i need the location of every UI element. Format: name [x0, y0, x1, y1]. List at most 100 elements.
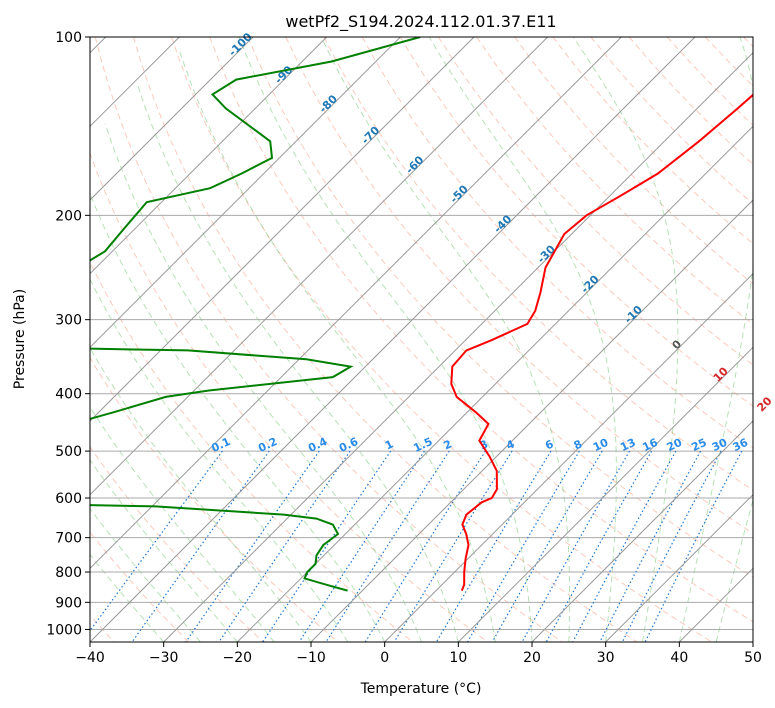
dry-adiabat-line	[590, 37, 753, 205]
y-tick-label: 400	[55, 387, 82, 403]
mixing-ratio-line	[621, 450, 722, 642]
mixing-ratio-label: 0.1	[209, 435, 232, 455]
moist-adiabat-line	[90, 459, 238, 642]
mixing-ratio-line	[599, 450, 702, 642]
isotherm-label: -70	[359, 124, 382, 147]
isotherm-line	[457, 346, 753, 642]
isotherm-line	[90, 37, 254, 201]
y-tick-label: 600	[55, 491, 82, 507]
x-tick-label: 20	[523, 650, 541, 666]
dry-adiabat-line	[90, 356, 339, 642]
isotherm-label: -60	[403, 153, 426, 176]
x-axis-label: Temperature (°C)	[360, 681, 482, 697]
dry-adiabat-line	[90, 531, 190, 642]
x-tick-label: −10	[296, 650, 326, 666]
skewed-isotherms	[90, 37, 753, 642]
isotherm-line	[310, 199, 753, 642]
isotherm-label: 10	[711, 364, 731, 384]
dry-adiabat-line	[323, 37, 753, 491]
isotherm-line	[90, 37, 549, 496]
isotherm-line	[605, 493, 753, 642]
isotherm-line	[384, 272, 753, 642]
moist-adiabat-line	[90, 347, 312, 642]
isotherm-line	[531, 420, 753, 642]
y-tick-label: 900	[55, 595, 82, 611]
profile-series	[90, 37, 753, 592]
dry-adiabat-line	[90, 152, 488, 642]
isotherm-line	[90, 37, 475, 422]
isotherm-line	[163, 51, 753, 642]
moist-adiabat-line	[238, 37, 533, 642]
isotherm-line	[752, 641, 753, 642]
mixing-ratio-label: 0.4	[306, 435, 329, 455]
isotherm-label: 20	[755, 394, 775, 414]
mixing-ratio-label: 25	[689, 436, 708, 454]
x-tick-label: 40	[670, 650, 688, 666]
moist-adiabat-line	[90, 553, 165, 642]
y-tick-label: 100	[55, 30, 82, 46]
mixing-ratio-line	[185, 450, 320, 642]
mixing-ratio-line	[644, 450, 743, 642]
mixing-ratio-label: 30	[710, 436, 730, 454]
dry-adiabat-line	[514, 37, 753, 285]
mixing-ratio-label: 36	[731, 436, 751, 454]
moist-adiabat-line	[90, 278, 349, 642]
isotherm-line	[90, 37, 328, 275]
dry-adiabat-line	[666, 37, 753, 126]
x-tick-label: 30	[597, 650, 615, 666]
mixing-ratio-line	[521, 450, 631, 642]
dry-adiabat-line	[437, 37, 753, 366]
isotherm-line	[90, 37, 401, 349]
dry-adiabat-line	[476, 37, 753, 325]
x-tick-label: −20	[223, 650, 253, 666]
mixing-ratio-label: 6	[543, 437, 556, 452]
moist-adiabat-line	[428, 37, 617, 642]
mixing-ratio-line	[572, 450, 677, 642]
moist-adiabat-line	[104, 123, 422, 642]
isotherm-label: -80	[317, 92, 340, 115]
y-tick-label: 1000	[46, 622, 82, 638]
temperature-profile	[450, 93, 753, 591]
mixing-ratio-line	[131, 450, 270, 642]
y-axis: 100 200 300 400 500 600 700 800 900 1000	[46, 30, 90, 638]
moist-adiabat-line	[90, 507, 201, 642]
mixing-ratio-line	[218, 450, 351, 642]
dry-adiabat-line	[209, 37, 753, 623]
mixing-ratio-lines	[90, 450, 743, 642]
mixing-ratio-line	[545, 450, 653, 642]
dry-adiabat-line	[247, 37, 753, 578]
dry-adiabat-line	[132, 37, 638, 642]
skewt-background-lines	[90, 37, 753, 642]
mixing-ratio-line	[90, 450, 223, 632]
y-tick-label: 300	[55, 313, 82, 329]
mixing-ratio-label: 4	[504, 437, 517, 452]
isotherm-label: -30	[535, 242, 558, 265]
moist-adiabat-line	[136, 83, 459, 642]
dry-adiabat-line	[743, 37, 753, 48]
moist-adiabat-line	[90, 406, 275, 642]
y-tick-label: 200	[55, 208, 82, 224]
y-axis-label: Pressure (hPa)	[12, 289, 28, 389]
moist-adiabat-line	[572, 37, 679, 642]
mixing-ratio-label: 16	[640, 436, 660, 454]
mixing-ratio-line	[435, 450, 552, 642]
isotherm-line	[236, 125, 753, 642]
mixing-ratio-label: 2	[442, 437, 454, 452]
grid-lines	[90, 37, 753, 630]
dewpoint-profile	[90, 37, 421, 592]
x-tick-label: 50	[744, 650, 762, 666]
y-tick-label: 500	[55, 444, 82, 460]
mixing-ratio-line	[262, 450, 392, 642]
isotherm-line	[678, 567, 753, 642]
isotherm-label: -50	[448, 182, 471, 205]
mixing-ratio-label: 0.2	[256, 435, 279, 455]
dry-adiabat-labels: -100-90-80-70-60-50-40-30-20-10	[226, 30, 645, 326]
moist-adiabat-line	[678, 37, 753, 642]
isotherm-label: -90	[272, 63, 295, 86]
moist-adiabat-line	[178, 49, 496, 642]
x-tick-label: 10	[449, 650, 467, 666]
plot-frame	[89, 36, 754, 643]
x-tick-label: −30	[149, 650, 179, 666]
mixing-ratio-line	[466, 450, 580, 642]
